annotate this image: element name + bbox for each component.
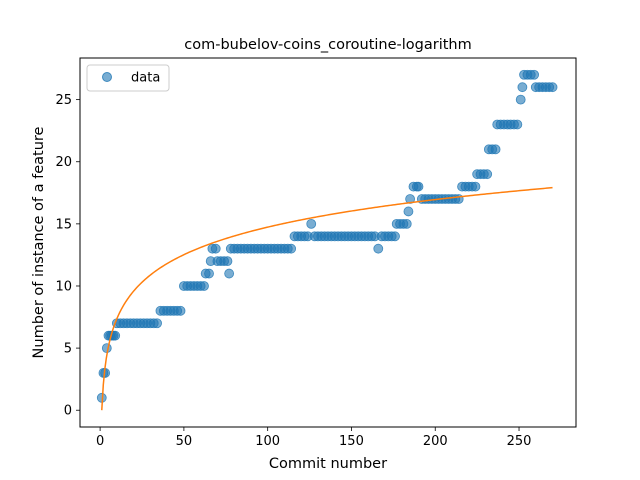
y-tick-label: 15	[55, 217, 72, 232]
data-point	[210, 243, 221, 254]
data-point	[490, 144, 501, 155]
y-tick-label: 25	[55, 93, 72, 108]
data-point	[222, 256, 233, 267]
data-point	[482, 169, 493, 180]
data-point	[403, 206, 414, 217]
legend: data	[86, 64, 170, 92]
y-tick-label: 0	[64, 404, 72, 419]
x-tick-label: 50	[176, 434, 193, 449]
data-point	[515, 94, 526, 105]
data-point	[199, 281, 209, 291]
plot-area	[96, 69, 558, 411]
data-point	[306, 218, 317, 229]
y-tick-label: 5	[64, 342, 72, 357]
data-point	[405, 194, 416, 204]
x-axis-label: Commit number	[269, 456, 387, 472]
legend-marker	[102, 72, 112, 82]
y-tick-label: 20	[55, 155, 72, 170]
data-point	[286, 243, 297, 254]
data-point	[204, 268, 214, 279]
data-point	[517, 82, 528, 93]
data-point	[529, 69, 540, 80]
fit-line	[101, 186, 553, 411]
x-tick-label: 250	[507, 434, 532, 449]
x-axis: 0 50 100 150 200 250	[96, 427, 531, 449]
data-point	[413, 181, 424, 192]
x-tick-label: 150	[339, 434, 364, 449]
x-tick-label: 200	[423, 434, 448, 449]
x-tick-label: 0	[96, 434, 104, 449]
data-point	[373, 243, 384, 254]
legend-box	[86, 64, 170, 92]
data-point	[390, 231, 400, 242]
y-axis-label: Number of instance of a feature	[31, 126, 47, 358]
y-tick-label: 10	[55, 279, 72, 294]
data-point	[152, 318, 162, 329]
data-point	[547, 82, 558, 93]
legend-label-data: data	[131, 71, 160, 86]
axes-frame	[79, 57, 577, 428]
data-point	[401, 218, 412, 229]
x-tick-label: 100	[255, 434, 280, 449]
data-point	[470, 181, 481, 192]
data-point	[512, 119, 523, 130]
chart-title: com-bubelov-coins_coroutine-logarithm	[184, 37, 472, 53]
data-point	[224, 268, 235, 279]
y-axis: 0 5 10 15 20 25	[55, 93, 80, 419]
data-point	[175, 305, 186, 316]
